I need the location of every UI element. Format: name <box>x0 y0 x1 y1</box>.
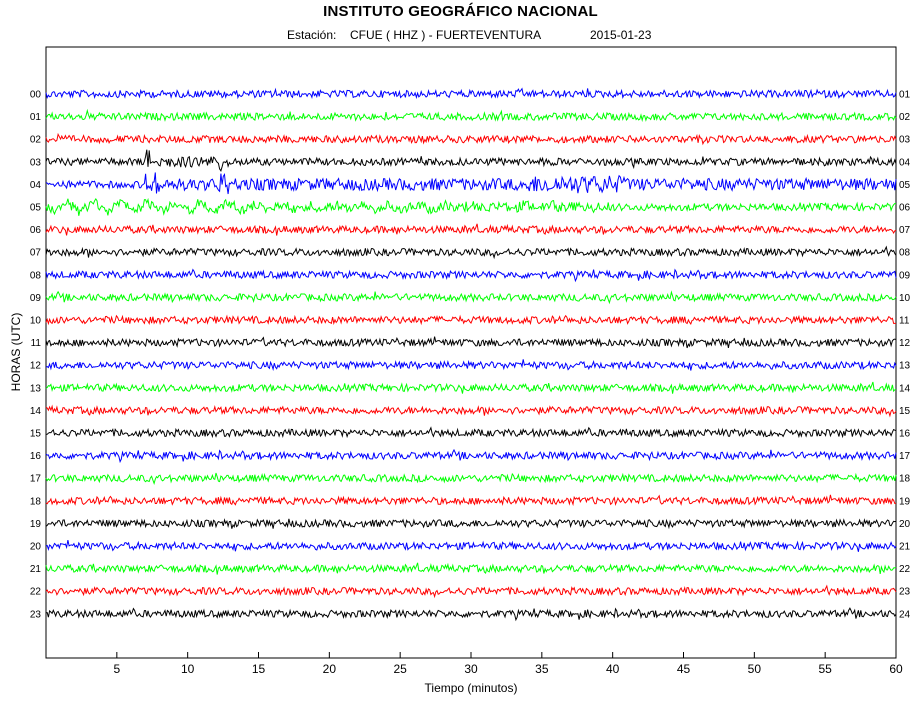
trace-hour-10 <box>45 314 896 326</box>
x-tick-label: 35 <box>535 662 549 676</box>
trace-hour-07 <box>45 245 897 260</box>
x-tick-label: 25 <box>393 662 407 676</box>
trace-hour-11 <box>45 336 897 349</box>
hour-label-left: 03 <box>30 157 42 168</box>
hour-label-right: 13 <box>899 361 911 372</box>
trace-hour-09 <box>45 290 897 305</box>
trace-hour-21 <box>45 562 897 575</box>
hour-label-left: 13 <box>30 383 42 394</box>
hour-label-left: 18 <box>30 496 42 507</box>
hour-label-left: 05 <box>30 203 42 214</box>
hour-label-right: 03 <box>899 135 911 146</box>
station-label: Estación: <box>287 28 337 42</box>
trace-hour-01 <box>45 108 897 123</box>
trace-hour-15 <box>45 426 897 439</box>
hour-label-right: 10 <box>899 293 911 304</box>
trace-hour-18 <box>45 494 897 507</box>
hour-label-right: 20 <box>899 519 911 530</box>
trace-hour-12 <box>45 359 897 372</box>
hour-label-right: 17 <box>899 451 911 462</box>
trace-hour-22 <box>45 584 897 599</box>
hour-label-right: 06 <box>899 203 911 214</box>
hour-label-right: 02 <box>899 112 911 123</box>
hour-label-right: 09 <box>899 270 911 281</box>
hour-label-left: 17 <box>30 474 42 485</box>
hour-label-left: 12 <box>30 361 42 372</box>
chart-date: 2015-01-23 <box>590 28 652 42</box>
hour-label-right: 04 <box>899 157 911 168</box>
hour-label-right: 21 <box>899 542 911 553</box>
x-tick-label: 5 <box>113 662 120 676</box>
trace-hour-19 <box>45 518 897 530</box>
trace-hour-14 <box>45 404 897 418</box>
hour-label-left: 16 <box>30 451 42 462</box>
station-name: CFUE ( HHZ ) - FUERTEVENTURA <box>350 28 542 42</box>
x-tick-label: 40 <box>606 662 620 676</box>
hour-label-left: 10 <box>30 316 42 327</box>
x-tick-label: 45 <box>677 662 691 676</box>
hour-label-left: 01 <box>30 112 42 123</box>
x-tick-label: 15 <box>252 662 266 676</box>
hour-label-left: 23 <box>30 609 42 620</box>
trace-hour-02 <box>45 132 897 146</box>
hour-label-left: 19 <box>30 519 42 530</box>
hour-label-right: 16 <box>899 429 911 440</box>
hour-label-left: 04 <box>30 180 42 191</box>
hour-label-right: 15 <box>899 406 911 417</box>
hour-label-right: 01 <box>899 90 911 101</box>
y-axis-label: HORAS (UTC) <box>9 313 23 392</box>
x-tick-label: 50 <box>748 662 762 676</box>
hour-label-right: 07 <box>899 225 911 236</box>
hour-label-right: 14 <box>899 383 911 394</box>
hour-label-right: 12 <box>899 338 911 349</box>
x-tick-label: 30 <box>464 662 478 676</box>
hour-label-right: 05 <box>899 180 911 191</box>
trace-hour-16 <box>45 448 897 464</box>
hour-label-left: 09 <box>30 293 42 304</box>
hour-label-left: 11 <box>31 338 42 349</box>
trace-hour-05 <box>45 197 897 216</box>
hour-label-left: 22 <box>30 587 42 598</box>
trace-hour-17 <box>45 472 897 486</box>
trace-hour-03 <box>45 149 897 172</box>
chart-title: INSTITUTO GEOGRÁFICO NACIONAL <box>323 3 598 20</box>
hour-label-left: 07 <box>30 248 42 259</box>
hour-label-right: 22 <box>899 564 911 575</box>
hour-label-left: 02 <box>30 135 42 146</box>
hour-label-left: 14 <box>30 406 42 417</box>
hour-label-right: 24 <box>899 609 911 620</box>
trace-hour-08 <box>45 268 897 283</box>
trace-hour-13 <box>45 381 897 394</box>
hour-label-left: 08 <box>30 270 42 281</box>
hour-label-left: 20 <box>30 542 42 553</box>
hour-label-right: 08 <box>899 248 911 259</box>
x-tick-label: 60 <box>889 662 903 676</box>
trace-hour-06 <box>45 223 897 236</box>
hour-label-left: 15 <box>30 429 42 440</box>
x-tick-label: 10 <box>181 662 195 676</box>
x-tick-label: 20 <box>323 662 337 676</box>
x-axis-label: Tiempo (minutos) <box>425 681 518 695</box>
x-tick-label: 55 <box>818 662 832 676</box>
hour-label-right: 23 <box>899 587 911 598</box>
trace-hour-23 <box>45 607 897 622</box>
trace-hour-20 <box>45 539 897 552</box>
hour-label-right: 19 <box>899 496 911 507</box>
trace-hour-04 <box>45 172 897 195</box>
trace-hour-00 <box>45 87 897 100</box>
hour-label-left: 00 <box>30 90 42 101</box>
hour-label-right: 11 <box>899 316 910 327</box>
hour-label-right: 18 <box>899 474 911 485</box>
hour-label-left: 06 <box>30 225 42 236</box>
hour-label-left: 21 <box>30 564 42 575</box>
